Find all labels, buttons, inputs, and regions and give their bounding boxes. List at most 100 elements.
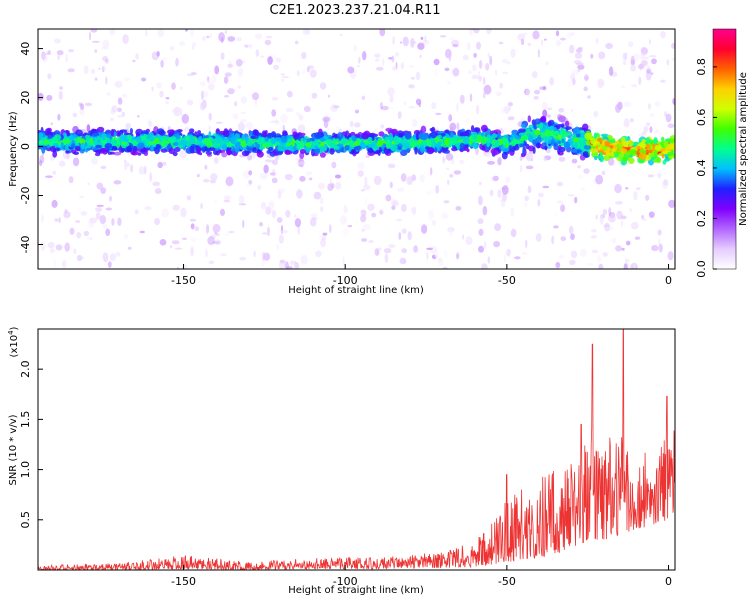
y-tick-label: 0.5 bbox=[19, 511, 32, 529]
heatmap-cell bbox=[374, 128, 379, 132]
heatmap-cell bbox=[179, 86, 183, 90]
heatmap-cell bbox=[180, 107, 183, 117]
heatmap-cell bbox=[633, 191, 638, 201]
heatmap-cell bbox=[45, 128, 51, 134]
heatmap-cell bbox=[214, 231, 217, 235]
heatmap-cell bbox=[567, 194, 575, 197]
heatmap-cell bbox=[438, 135, 442, 139]
heatmap-cell bbox=[582, 151, 589, 158]
heatmap-cell bbox=[256, 151, 264, 158]
heatmap-cell bbox=[58, 217, 61, 224]
heatmap-cell bbox=[572, 133, 577, 138]
heatmap-cell bbox=[150, 144, 154, 152]
heatmap-cell bbox=[544, 145, 548, 151]
heatmap-cell bbox=[284, 173, 293, 181]
heatmap-cell bbox=[214, 65, 220, 75]
heatmap-cell bbox=[330, 183, 335, 189]
x-tick-label: 0 bbox=[665, 274, 672, 287]
heatmap-cell bbox=[576, 149, 580, 154]
heatmap-cell bbox=[635, 187, 641, 191]
heatmap-cell bbox=[296, 189, 303, 199]
heatmap-cell bbox=[401, 248, 408, 254]
heatmap-cell bbox=[341, 137, 348, 145]
heatmap-cell bbox=[159, 239, 167, 246]
heatmap-cell bbox=[76, 231, 82, 239]
heatmap-cell bbox=[80, 256, 85, 259]
heatmap-cell bbox=[165, 101, 169, 105]
heatmap-cell bbox=[623, 263, 628, 269]
heatmap-cell bbox=[334, 174, 342, 179]
spectrogram-y-ticks: -40 -20 0 20 40 bbox=[19, 42, 43, 253]
heatmap-cell bbox=[83, 65, 89, 75]
heatmap-cell bbox=[261, 232, 268, 235]
heatmap-cell bbox=[119, 129, 128, 133]
heatmap-cell bbox=[54, 134, 62, 141]
heatmap-cell bbox=[383, 248, 392, 254]
heatmap-cell bbox=[163, 57, 168, 61]
heatmap-cell bbox=[333, 105, 340, 109]
heatmap-cell bbox=[155, 144, 161, 149]
heatmap-cell bbox=[331, 161, 337, 169]
heatmap-cell bbox=[557, 140, 561, 145]
heatmap-cell bbox=[360, 214, 367, 223]
heatmap-cell bbox=[74, 145, 81, 151]
heatmap-cell bbox=[570, 73, 576, 82]
heatmap-cell bbox=[613, 151, 622, 155]
heatmap-cell bbox=[349, 120, 354, 128]
heatmap-cell bbox=[90, 29, 98, 33]
heatmap-cell bbox=[373, 175, 382, 186]
heatmap-cell bbox=[158, 130, 166, 136]
heatmap-cell bbox=[522, 148, 526, 155]
heatmap-cell bbox=[227, 146, 232, 152]
heatmap-cell bbox=[625, 240, 631, 246]
heatmap-cell bbox=[132, 145, 138, 152]
heatmap-cell bbox=[318, 234, 325, 239]
heatmap-cell bbox=[177, 129, 183, 133]
heatmap-cell bbox=[391, 65, 397, 72]
heatmap-cell bbox=[286, 90, 293, 98]
heatmap-cell bbox=[494, 223, 502, 232]
heatmap-cell bbox=[534, 118, 542, 125]
heatmap-cell bbox=[580, 187, 586, 191]
heatmap-cell bbox=[570, 250, 578, 259]
heatmap-cell bbox=[371, 212, 377, 218]
heatmap-cell bbox=[250, 135, 256, 139]
heatmap-cell bbox=[574, 52, 583, 59]
heatmap-cell bbox=[506, 248, 511, 257]
heatmap-cell bbox=[640, 47, 648, 55]
heatmap-cell bbox=[238, 194, 245, 205]
heatmap-cell bbox=[542, 109, 548, 117]
heatmap-cell bbox=[121, 111, 126, 117]
heatmap-cell bbox=[303, 105, 311, 113]
heatmap-cell bbox=[528, 145, 535, 152]
heatmap-cell bbox=[406, 176, 414, 186]
heatmap-cell bbox=[102, 64, 107, 72]
heatmap-cell bbox=[557, 151, 564, 156]
heatmap-cell bbox=[151, 86, 154, 92]
heatmap-cell bbox=[240, 142, 244, 146]
heatmap-cell bbox=[208, 125, 211, 132]
x-tick-label: -50 bbox=[498, 575, 516, 588]
heatmap-cell bbox=[377, 139, 384, 147]
heatmap-cell bbox=[227, 88, 235, 95]
heatmap-cell bbox=[537, 49, 541, 58]
heatmap-cell bbox=[542, 85, 546, 91]
heatmap-cell bbox=[374, 53, 381, 58]
heatmap-cell bbox=[197, 130, 202, 135]
heatmap-cell bbox=[388, 132, 394, 141]
heatmap-cell bbox=[398, 146, 402, 150]
heatmap-cell bbox=[102, 252, 109, 263]
heatmap-cell bbox=[481, 124, 488, 133]
heatmap-cell bbox=[389, 106, 394, 110]
heatmap-cell bbox=[428, 210, 434, 220]
heatmap-cell bbox=[354, 140, 360, 147]
heatmap-cell bbox=[426, 247, 433, 250]
heatmap-cell bbox=[633, 53, 640, 61]
heatmap-cell bbox=[413, 245, 419, 253]
heatmap-cell bbox=[590, 53, 594, 59]
heatmap-cell bbox=[234, 133, 240, 139]
heatmap-cell bbox=[235, 58, 243, 67]
heatmap-cell bbox=[137, 142, 145, 150]
heatmap-cell bbox=[537, 199, 541, 207]
heatmap-cell bbox=[544, 136, 553, 141]
